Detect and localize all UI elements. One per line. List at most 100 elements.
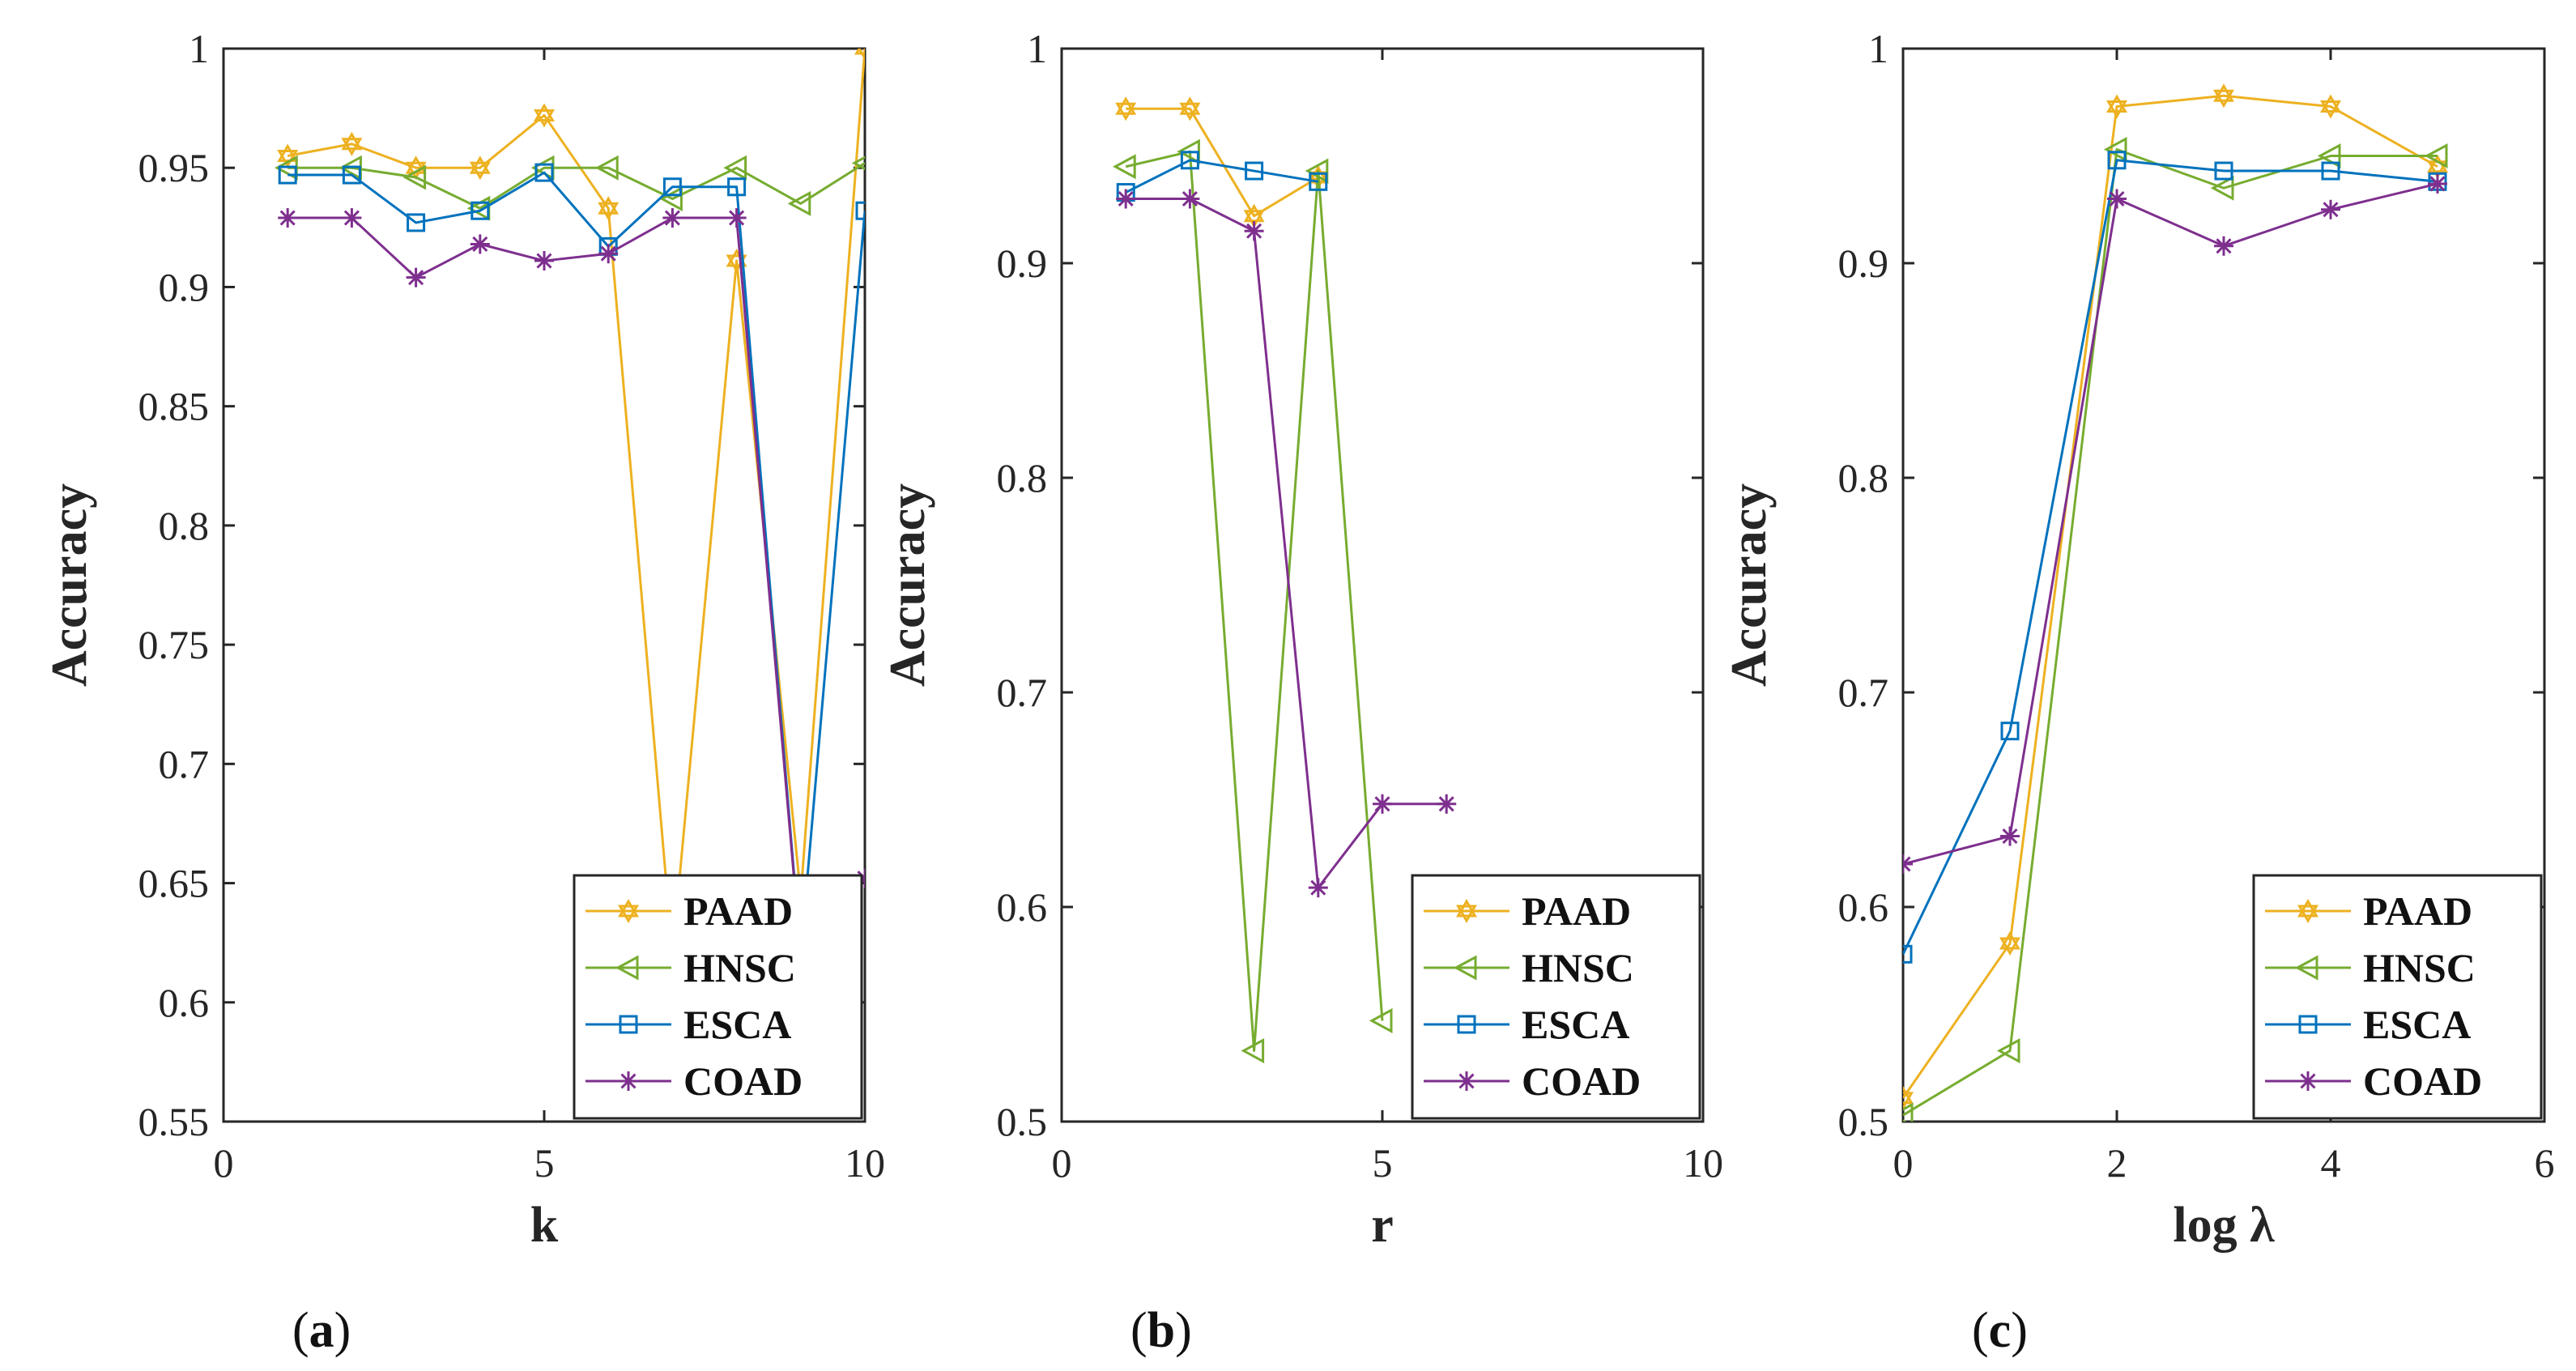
y-tick-label: 0.5: [1838, 1099, 1889, 1144]
series-line-coad: [1126, 198, 1447, 889]
x-tick-label: 10: [845, 1140, 885, 1186]
y-tick-label: 1: [1027, 26, 1047, 71]
data-point-hnsc: [1113, 154, 1136, 180]
x-tick-label: 0: [214, 1140, 234, 1186]
data-point-coad: [2000, 826, 2020, 846]
y-tick-label: 0.7: [159, 741, 210, 786]
legend-label: HNSC: [1522, 945, 1634, 990]
series-line-esca: [1125, 159, 1319, 194]
data-point-hnsc: [2103, 137, 2127, 163]
data-point-hnsc: [1903, 1102, 1914, 1122]
y-tick-label: 0.8: [159, 503, 210, 548]
data-point-esca: [407, 213, 426, 232]
legend-marker: [1453, 955, 1477, 981]
data-point-esca: [278, 165, 297, 185]
legend-label: ESCA: [1522, 1002, 1629, 1047]
legend-label: PAAD: [1522, 888, 1631, 934]
data-point-hnsc: [1305, 158, 1329, 184]
legend-c: PAAD HNSC ESCA COAD: [2252, 874, 2543, 1120]
legend-b: PAAD HNSC ESCA COAD: [1411, 874, 1701, 1120]
data-point-hnsc: [787, 190, 811, 216]
x-tick-label: 5: [534, 1140, 555, 1186]
x-axis-label-a: k: [530, 1198, 559, 1253]
legend-marker: [1456, 898, 1477, 924]
panel-caption-b: (b): [1130, 1303, 1192, 1358]
data-point-coad: [726, 208, 747, 228]
data-point-hnsc: [723, 155, 747, 181]
data-point-paad: [2106, 94, 2127, 119]
data-point-coad: [470, 234, 490, 254]
data-point-coad: [2107, 189, 2127, 209]
series-layer-b: [1113, 96, 1457, 1064]
legend-item-esca: ESCA: [2265, 1002, 2471, 1047]
series-line-coad: [287, 216, 865, 956]
series-line-esca: [287, 171, 865, 956]
legend-marker: [619, 1071, 638, 1091]
y-tick-label: 0.85: [138, 384, 210, 429]
legend-item-coad: COAD: [1424, 1058, 1641, 1104]
data-point-paad: [1903, 1085, 1914, 1110]
data-point-esca: [1903, 944, 1913, 964]
legend-label: ESCA: [2363, 1002, 2471, 1047]
legend-item-hnsc: HNSC: [585, 945, 796, 990]
data-point-paad: [2213, 83, 2234, 109]
data-point-hnsc: [1996, 1038, 2020, 1064]
y-tick-label: 1: [189, 26, 209, 71]
data-point-hnsc: [2210, 175, 2234, 201]
legend-label: COAD: [683, 1058, 803, 1104]
y-tick-label: 0.7: [1838, 670, 1889, 715]
data-point-coad: [2214, 236, 2233, 256]
data-point-hnsc: [1369, 1007, 1393, 1033]
data-point-esca: [2321, 161, 2340, 181]
legend-marker: [2297, 898, 2318, 924]
data-point-coad: [1308, 878, 1328, 898]
data-point-esca: [2000, 722, 2020, 741]
panel-caption-a: (a): [292, 1303, 351, 1358]
y-tick-label: 1: [1868, 26, 1888, 71]
data-point-paad: [2320, 94, 2341, 119]
data-point-paad: [341, 131, 363, 156]
series-layer-a: [275, 49, 865, 967]
y-tick-label: 0.8: [997, 455, 1048, 500]
legend-marker: [2294, 955, 2318, 981]
y-tick-label: 0.9: [997, 241, 1048, 286]
data-point-esca: [342, 165, 361, 185]
series-layer-c: [1903, 83, 2448, 1122]
y-tick-label: 0.7: [997, 670, 1048, 715]
y-tick-label: 0.95: [138, 145, 210, 190]
y-tick-label: 0.5: [997, 1099, 1048, 1144]
x-axis-label-b: r: [1371, 1198, 1394, 1253]
legend-marker: [615, 955, 639, 981]
y-tick-label: 0.8: [1838, 455, 1889, 500]
legend-item-paad: PAAD: [585, 888, 793, 934]
y-tick-label: 0.6: [159, 980, 210, 1025]
series-line-hnsc: [1125, 150, 1384, 1053]
legend-item-paad: PAAD: [2265, 888, 2472, 934]
plot-area-c: 0.5 0.6 0.7 0.8 0.9 1 0 2 4 6 PAAD HNSC ESCA COAD: [1838, 26, 2555, 1186]
panel-caption-c: (c): [1972, 1303, 2028, 1358]
data-point-coad: [406, 267, 426, 287]
data-point-coad: [2428, 173, 2447, 194]
data-point-esca: [1180, 151, 1199, 170]
x-tick-label: 4: [2321, 1140, 2341, 1186]
x-tick-label: 5: [1373, 1140, 1393, 1186]
data-point-coad: [1244, 221, 1264, 241]
data-point-paad: [1999, 931, 2020, 956]
data-point-coad: [534, 251, 554, 271]
y-tick-label: 0.75: [138, 622, 210, 667]
legend-label: PAAD: [683, 888, 793, 934]
data-point-hnsc: [595, 155, 619, 181]
legend-marker: [2298, 1071, 2318, 1091]
data-point-coad: [598, 244, 619, 264]
series-line-coad: [1903, 182, 2438, 866]
panel-c: 0.5 0.6 0.7 0.8 0.9 1 0 2 4 6 PAAD HNSC ESCA COAD Acc…: [1722, 26, 2555, 1358]
legend-marker: [619, 1015, 638, 1034]
x-tick-label: 6: [2535, 1140, 2555, 1186]
data-point-hnsc: [402, 164, 427, 190]
data-point-coad: [342, 208, 362, 228]
y-axis-label-b: Accuracy: [880, 483, 935, 687]
legend-label: ESCA: [683, 1002, 791, 1047]
series-line-hnsc: [1903, 148, 2438, 1117]
series-line-paad: [1903, 94, 2438, 1099]
